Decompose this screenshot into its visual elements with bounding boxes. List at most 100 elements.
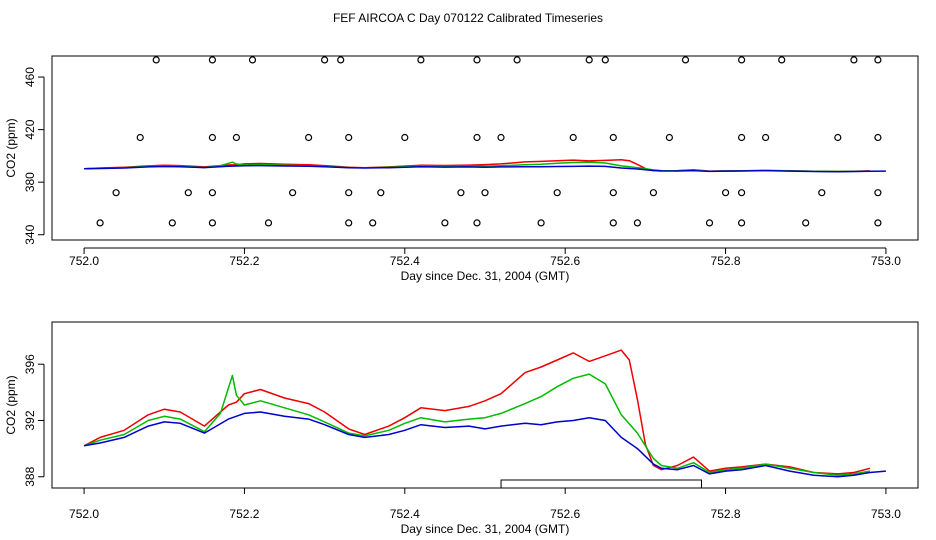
calibration-point	[761, 133, 770, 142]
bottom-x-axis-label: Day since Dec. 31, 2004 (GMT)	[401, 522, 570, 536]
calibration-point	[609, 189, 617, 197]
bottom-x-tick-label: 752.2	[229, 507, 259, 521]
calibration-point	[377, 189, 385, 197]
calibration-point	[850, 56, 858, 64]
calibration-point	[208, 133, 216, 142]
calibration-point	[208, 56, 216, 64]
top-x-tick-label: 752.4	[390, 254, 420, 268]
calibration-point	[345, 189, 353, 197]
calibration-point	[633, 219, 642, 227]
calibration-point	[96, 219, 104, 227]
bottom-plot-frame	[51, 321, 919, 489]
bottom-series-group	[83, 349, 886, 478]
bottom-y-axis: 388 392 396	[23, 354, 45, 487]
calibration-point	[232, 133, 240, 142]
bottom-series-blue	[83, 411, 886, 478]
calibration-point	[802, 219, 810, 227]
bottom-y-tick-label: 388	[23, 466, 37, 486]
top-x-tick-label: 752.6	[550, 254, 580, 268]
calibration-point	[818, 189, 826, 197]
calibration-point	[585, 56, 593, 64]
calibration-point	[473, 56, 481, 64]
top-series-group	[84, 159, 886, 173]
bottom-series-green	[83, 373, 871, 477]
top-x-tick-label: 752.8	[711, 254, 741, 268]
calibration-point	[569, 133, 577, 142]
top-y-axis-label: CO2 (ppm)	[4, 118, 18, 177]
calibration-point	[289, 189, 297, 197]
bottom-panel: 752.0 752.2 752.4 752.6 752.8 753.0 388 392 396…	[4, 321, 919, 536]
calibration-point	[168, 219, 176, 227]
calibration-point	[152, 56, 160, 64]
calibration-point	[721, 189, 730, 197]
calibration-point	[874, 189, 882, 197]
top-x-axis: 752.0 752.2 752.4 752.6 752.8 753.0	[69, 247, 901, 268]
calibration-point	[401, 133, 409, 142]
calibration-point	[737, 56, 746, 64]
calibration-point	[441, 219, 449, 227]
calibration-point	[737, 219, 746, 227]
chart-title: FEF AIRCOA C Day 070122 Calibrated Times…	[333, 11, 603, 25]
bottom-y-tick-label: 392	[23, 410, 37, 430]
top-x-tick-label: 752.0	[69, 254, 99, 268]
bottom-y-axis-label: CO2 (ppm)	[4, 375, 18, 434]
calibration-point	[665, 133, 674, 142]
top-y-axis: 340 380 420 460	[23, 67, 45, 245]
time-range-bracket	[500, 479, 702, 488]
calibration-point	[537, 219, 545, 227]
calibration-point	[457, 189, 465, 197]
bottom-x-axis: 752.0 752.2 752.4 752.6 752.8 753.0	[69, 488, 901, 521]
calibration-point	[473, 219, 481, 227]
calibration-point	[184, 189, 192, 197]
calibration-point	[737, 189, 746, 197]
calibration-point	[778, 56, 786, 64]
calibration-point	[481, 189, 489, 197]
calibration-point	[264, 219, 273, 227]
calibration-point	[874, 56, 882, 64]
calibration-point	[513, 56, 521, 64]
calibration-point	[136, 133, 144, 142]
calibration-point	[473, 133, 481, 142]
calibration-point	[649, 189, 658, 197]
top-panel: 752.0 752.2 752.4 752.6 752.8 753.0 340 380 420…	[4, 55, 919, 283]
bottom-x-tick-label: 752.0	[69, 507, 99, 521]
top-y-tick-label: 340	[23, 224, 37, 244]
calibration-point	[601, 56, 609, 64]
calibration-point	[208, 219, 216, 227]
top-x-axis-label: Day since Dec. 31, 2004 (GMT)	[401, 269, 570, 283]
calibration-point	[737, 133, 746, 142]
calibration-point	[248, 56, 257, 64]
bottom-x-tick-label: 752.8	[711, 507, 741, 521]
calibration-point	[305, 133, 313, 142]
calibration-point	[874, 133, 882, 142]
calibration-point	[337, 56, 345, 64]
calibration-point	[208, 189, 216, 197]
calibration-point	[417, 56, 425, 64]
top-plot-frame	[51, 55, 919, 241]
calibration-point	[705, 219, 714, 227]
top-y-tick-label: 380	[23, 172, 37, 192]
bottom-y-tick-label: 396	[23, 354, 37, 374]
calibration-point	[553, 189, 561, 197]
calibration-point	[112, 189, 120, 197]
top-y-tick-label: 460	[23, 67, 37, 87]
calibration-point	[834, 133, 842, 142]
top-x-tick-label: 753.0	[871, 254, 901, 268]
calibration-point	[369, 219, 377, 227]
calibration-point	[874, 219, 882, 227]
calibration-point	[345, 219, 353, 227]
calibration-point	[609, 219, 617, 227]
bottom-x-tick-label: 753.0	[871, 507, 901, 521]
calibration-point	[321, 56, 329, 64]
bottom-series-red	[83, 349, 871, 475]
calibration-point	[345, 133, 353, 142]
bottom-x-tick-label: 752.6	[550, 507, 580, 521]
top-series-blue	[84, 164, 886, 173]
calibration-point	[681, 56, 690, 64]
calibration-point	[609, 133, 617, 142]
bottom-x-tick-label: 752.4	[390, 507, 420, 521]
bottom-bracket-group	[500, 479, 702, 488]
top-y-tick-label: 420	[23, 119, 37, 139]
calibration-points	[96, 56, 882, 227]
top-x-tick-label: 752.2	[229, 254, 259, 268]
